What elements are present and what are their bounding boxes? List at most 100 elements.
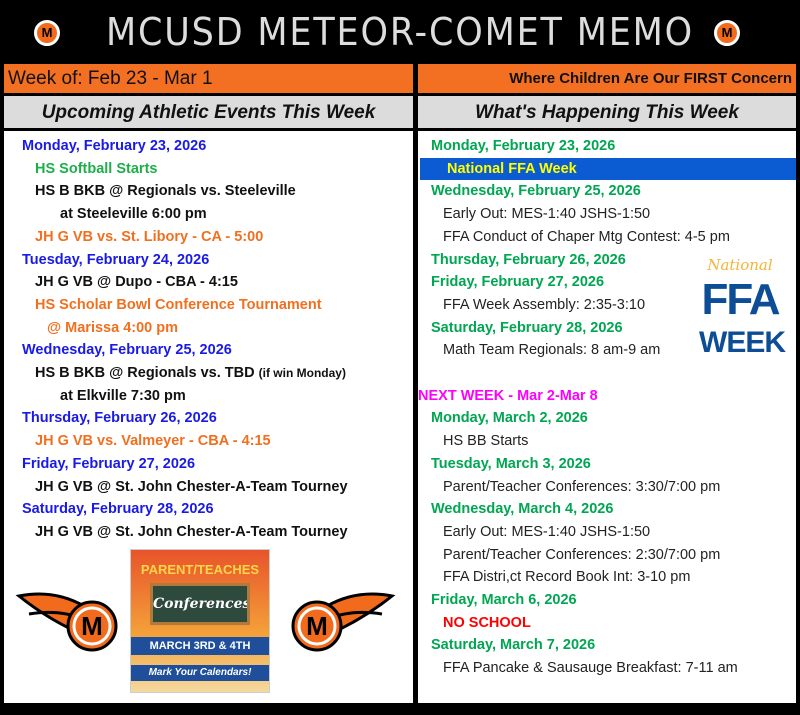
line-text: Wednesday, March 4, 2026	[431, 501, 614, 518]
event-item: National FFA Week	[420, 157, 796, 180]
line-text: Tuesday, March 3, 2026	[431, 455, 591, 472]
event-item: FFA Conduct of Chaper Mtg Contest: 4-5 p…	[443, 226, 730, 248]
svg-text:M: M	[81, 611, 103, 641]
event-item: HS B BKB @ Regionals vs. Steeleville	[35, 180, 296, 202]
event-item: at Elkville 7:30 pm	[60, 385, 186, 407]
date-heading: Monday, March 2, 2026	[431, 407, 588, 429]
meteor-logo-icon: M	[34, 20, 60, 46]
date-heading: Tuesday, February 24, 2026	[22, 249, 209, 271]
event-item: Parent/Teacher Conferences: 2:30/7:00 pm	[443, 544, 720, 566]
line-text: FFA Week Assembly: 2:35-3:10	[443, 296, 646, 313]
poster-dates: MARCH 3RD & 4TH	[131, 637, 269, 655]
svg-text:M: M	[306, 611, 328, 641]
event-item: Early Out: MES-1:40 JSHS-1:50	[443, 203, 650, 225]
date-heading: Wednesday, February 25, 2026	[22, 339, 232, 361]
line-text: Thursday, February 26, 2026	[431, 251, 626, 268]
line-text: Monday, March 2, 2026	[431, 410, 588, 427]
line-text: Parent/Teacher Conferences: 3:30/7:00 pm	[443, 478, 721, 495]
event-item: HS B BKB @ Regionals vs. TBD (if win Mon…	[35, 362, 346, 384]
event-item: FFA Distri,ct Record Book Int: 3-10 pm	[443, 566, 690, 588]
line-text: Saturday, March 7, 2026	[431, 637, 596, 654]
conferences-poster-image: PARENT/TEACHES Conferences MARCH 3RD & 4…	[130, 549, 270, 693]
date-heading: Saturday, March 7, 2026	[431, 634, 595, 656]
event-item: JH G VB @ Dupo - CBA - 4:15	[35, 271, 238, 293]
event-item: HS Scholar Bowl Conference Tournament	[35, 294, 322, 316]
line-text: Early Out: MES-1:40 JSHS-1:50	[443, 206, 651, 223]
week-of-label: Week of: Feb 23 - Mar 1	[4, 64, 413, 93]
line-text: Monday, February 23, 2026	[431, 138, 616, 154]
event-item: FFA Pancake & Sausauge Breakfast: 7-11 a…	[443, 657, 738, 679]
meteor-flame-logo-icon: M	[291, 592, 396, 652]
event-item: at Steeleville 6:00 pm	[60, 203, 207, 225]
event-item: @ Marissa 4:00 pm	[47, 317, 178, 339]
motto-label: Where Children Are Our FIRST Concern	[418, 64, 796, 93]
event-item: FFA Week Assembly: 2:35-3:10	[443, 294, 645, 316]
date-heading: Thursday, February 26, 2026	[431, 249, 626, 271]
line-text: Math Team Regionals: 8 am-9 am	[443, 342, 661, 359]
event-item: HS BB Starts	[443, 430, 528, 452]
line-text: JH G VB vs. Valmeyer - CBA - 4:15	[35, 433, 271, 450]
happenings-list: Monday, February 23, 2026 National FFA We…	[418, 131, 796, 703]
line-text: Wednesday, February 25, 2026	[22, 342, 232, 359]
line-note: (if win Monday)	[258, 366, 346, 380]
date-heading: Saturday, February 28, 2026	[431, 317, 623, 339]
line-text: JH G VB @ St. John Chester-A-Team Tourne…	[35, 523, 348, 540]
line-text: Friday, March 6, 2026	[431, 592, 577, 608]
ffa-logo-ffa: FFA	[701, 275, 780, 324]
event-item: NEXT WEEK - Mar 2-Mar 8	[418, 385, 598, 407]
meteor-flame-logo-icon: M	[15, 592, 118, 652]
line-text: HS Softball Starts	[35, 160, 158, 177]
line-text: HS Scholar Bowl Conference Tournament	[35, 296, 322, 313]
date-heading: Tuesday, March 3, 2026	[431, 453, 591, 475]
line-text: National FFA Week	[447, 160, 577, 177]
date-heading: Wednesday, March 4, 2026	[431, 498, 613, 520]
event-item: JH G VB vs. Valmeyer - CBA - 4:15	[35, 430, 271, 452]
line-text: at Steeleville 6:00 pm	[60, 206, 207, 223]
poster-footer: Mark Your Calendars!	[131, 665, 269, 681]
date-heading: Friday, February 27, 2026	[22, 453, 195, 475]
line-text: Parent/Teacher Conferences: 2:30/7:00 pm	[443, 546, 721, 563]
line-text: Saturday, February 28, 2026	[431, 319, 623, 336]
line-text: JH G VB @ Dupo - CBA - 4:15	[35, 274, 238, 291]
line-text: NEXT WEEK - Mar 2-Mar 8	[418, 387, 598, 404]
line-text: at Elkville 7:30 pm	[60, 387, 186, 404]
date-heading: Wednesday, February 25, 2026	[431, 180, 641, 202]
date-heading: Friday, February 27, 2026	[431, 271, 604, 293]
line-text: NO SCHOOL	[443, 614, 531, 631]
date-heading: Monday, February 23, 2026	[22, 135, 206, 157]
line-text: FFA Pancake & Sausauge Breakfast: 7-11 a…	[443, 660, 738, 677]
ffa-logo-national: National	[707, 256, 773, 274]
date-heading: Friday, March 6, 2026	[431, 589, 577, 611]
event-item: Math Team Regionals: 8 am-9 am	[443, 339, 660, 361]
line-text: Friday, February 27, 2026	[431, 274, 605, 291]
event-item: JH G VB vs. St. Libory - CA - 5:00	[35, 226, 263, 248]
line-text: Tuesday, February 24, 2026	[22, 251, 210, 268]
event-item: NO SCHOOL	[443, 612, 531, 634]
poster-title: PARENT/TEACHES	[140, 562, 260, 577]
line-text: FFA Conduct of Chaper Mtg Contest: 4-5 p…	[443, 228, 730, 245]
event-item: Early Out: MES-1:40 JSHS-1:50	[443, 521, 650, 543]
line-text: Thursday, February 26, 2026	[22, 410, 217, 427]
date-heading: Monday, February 23, 2026	[431, 135, 615, 157]
national-ffa-week-logo: National FFA WEEK	[699, 256, 786, 360]
date-heading: Thursday, February 26, 2026	[22, 407, 217, 429]
event-item: Parent/Teacher Conferences: 3:30/7:00 pm	[443, 476, 720, 498]
happening-heading: What's Happening This Week	[418, 96, 796, 128]
line-text: JH G VB @ St. John Chester-A-Team Tourne…	[35, 478, 348, 495]
line-text: @ Marissa 4:00 pm	[47, 319, 179, 336]
event-item: JH G VB @ St. John Chester-A-Team Tourne…	[35, 521, 348, 543]
event-item: HS Softball Starts	[35, 158, 157, 180]
date-heading: Saturday, February 28, 2026	[22, 498, 214, 520]
line-text: HS B BKB @ Regionals vs. Steeleville	[35, 183, 296, 200]
page-title: MCUSD METEOR-COMET MEMO	[106, 10, 694, 54]
line-text: Friday, February 27, 2026	[22, 455, 196, 472]
event-item: JH G VB @ St. John Chester-A-Team Tourne…	[35, 476, 348, 498]
line-text: HS B BKB @ Regionals vs. TBD	[35, 365, 255, 381]
line-text: Wednesday, February 25, 2026	[431, 183, 641, 200]
line-text: Early Out: MES-1:40 JSHS-1:50	[443, 523, 651, 540]
line-text: Monday, February 23, 2026	[22, 138, 207, 154]
line-text: HS BB Starts	[443, 433, 529, 450]
line-text: JH G VB vs. St. Libory - CA - 5:00	[35, 228, 264, 245]
line-text: Saturday, February 28, 2026	[22, 501, 214, 518]
line-text: FFA Distri,ct Record Book Int: 3-10 pm	[443, 569, 691, 586]
